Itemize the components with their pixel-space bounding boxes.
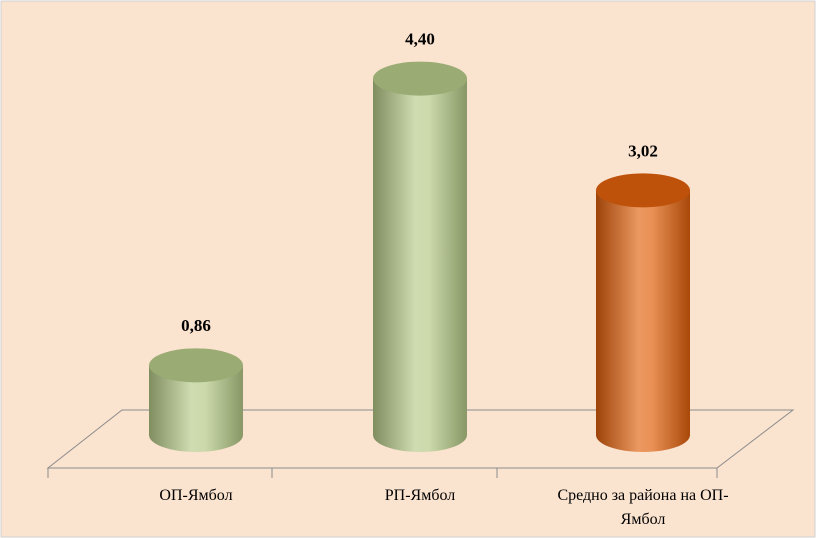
bar-top <box>596 173 690 208</box>
value-label: 3,02 <box>628 141 658 160</box>
bar-top <box>373 61 467 96</box>
x-tick-label: ОП-Ямбол <box>159 487 233 504</box>
bar-top <box>149 348 243 383</box>
value-label: 0,86 <box>181 316 211 335</box>
x-tick-label: Средно за района на ОП-Ямбол <box>557 487 729 528</box>
bar <box>596 190 690 452</box>
bar <box>149 365 243 452</box>
bar <box>373 78 467 452</box>
value-label: 4,40 <box>405 30 435 49</box>
x-tick-label: РП-Ямбол <box>384 487 456 504</box>
